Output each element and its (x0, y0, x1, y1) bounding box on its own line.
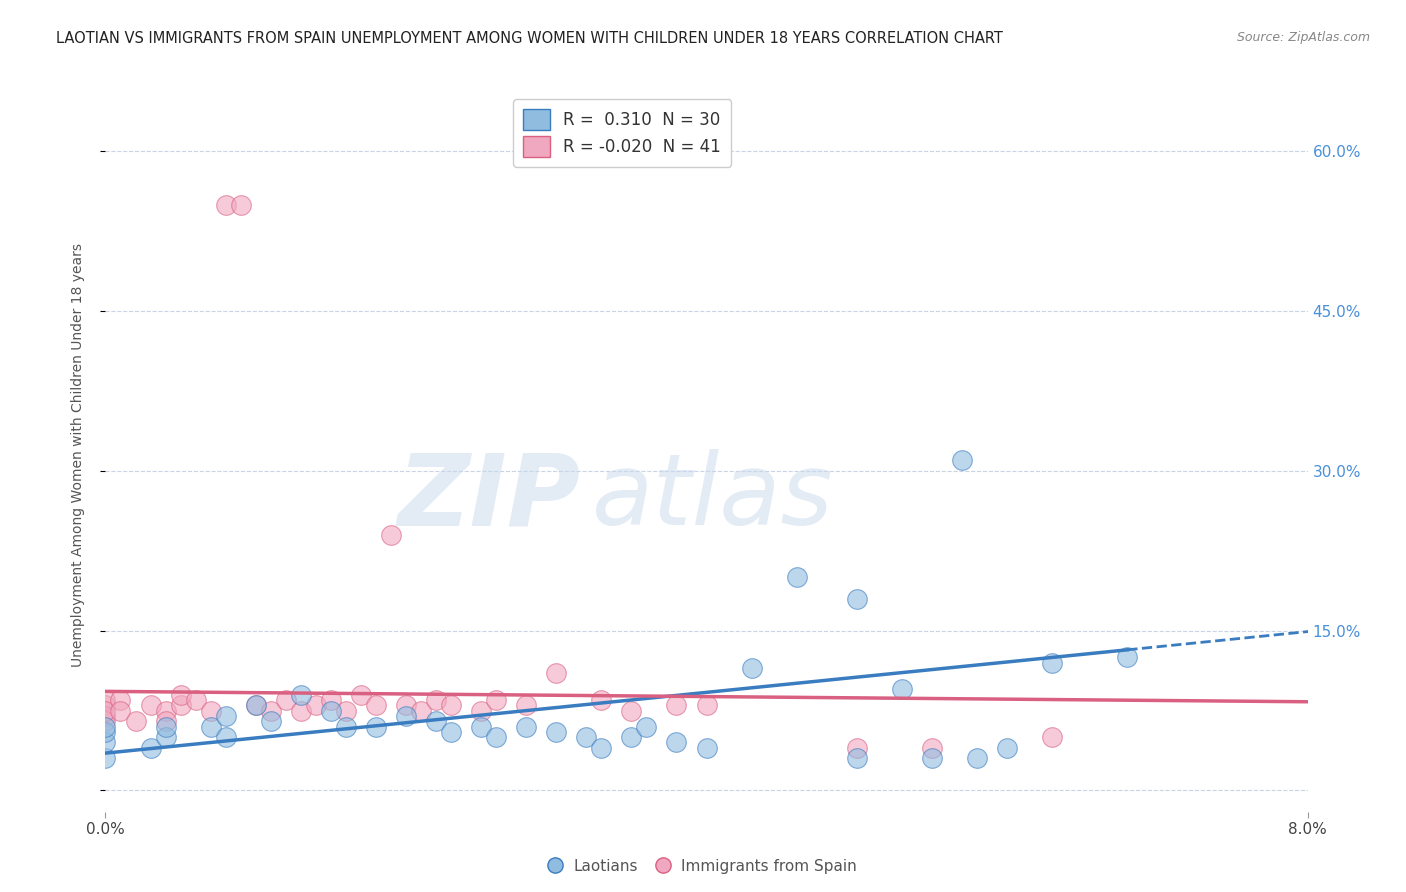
Point (485, 693, 508, 707)
Point (214, 730, 236, 744)
Point (94, 724, 117, 739)
Point (124, 714, 146, 729)
Text: LAOTIAN VS IMMIGRANTS FROM SPAIN UNEMPLOYMENT AMONG WOMEN WITH CHILDREN UNDER 18: LAOTIAN VS IMMIGRANTS FROM SPAIN UNEMPLO… (56, 31, 1002, 46)
Point (335, 719, 357, 733)
Text: Source: ZipAtlas.com: Source: ZipAtlas.com (1237, 31, 1371, 45)
Point (94, 751, 117, 765)
Point (260, 704, 283, 718)
Point (319, 693, 342, 707)
Point (364, 698, 387, 713)
Point (139, 698, 162, 713)
Point (786, 570, 808, 584)
Point (335, 704, 357, 718)
Point (260, 714, 283, 729)
Point (245, 698, 267, 713)
Point (546, 724, 568, 739)
Point (169, 698, 191, 713)
Point (200, 704, 222, 718)
Point (741, 661, 763, 675)
Point (380, 528, 402, 542)
Point (440, 698, 463, 713)
Point (470, 719, 492, 733)
Point (696, 698, 718, 713)
Point (696, 740, 718, 755)
Text: ZIP: ZIP (398, 450, 581, 546)
Point (290, 688, 312, 702)
Point (665, 735, 688, 749)
Point (409, 704, 432, 718)
Point (950, 453, 973, 467)
Point (620, 704, 643, 718)
Point (155, 714, 177, 729)
Point (395, 709, 418, 723)
Point (94, 714, 117, 729)
Point (155, 730, 177, 744)
Point (591, 693, 613, 707)
Point (94, 719, 117, 733)
Point (921, 740, 943, 755)
Point (110, 693, 132, 707)
Point (636, 719, 658, 733)
Point (155, 719, 177, 733)
Point (169, 688, 191, 702)
Point (229, 197, 252, 211)
Point (200, 719, 222, 733)
Point (425, 693, 447, 707)
Point (245, 698, 267, 713)
Point (470, 704, 492, 718)
Point (139, 740, 162, 755)
Point (665, 698, 688, 713)
Point (94, 693, 117, 707)
Point (1040, 656, 1063, 670)
Point (575, 730, 598, 744)
Y-axis label: Unemployment Among Women with Children Under 18 years: Unemployment Among Women with Children U… (70, 243, 84, 667)
Text: atlas: atlas (592, 450, 834, 546)
Point (364, 719, 387, 733)
Point (319, 704, 342, 718)
Point (845, 591, 868, 606)
Point (350, 688, 373, 702)
Point (485, 730, 508, 744)
Point (515, 719, 537, 733)
Point (94, 698, 117, 713)
Point (845, 751, 868, 765)
Point (515, 698, 537, 713)
Point (890, 682, 912, 697)
Point (966, 751, 988, 765)
Point (1116, 650, 1139, 665)
Point (425, 714, 447, 729)
Point (94, 735, 117, 749)
Point (94, 709, 117, 723)
Point (94, 704, 117, 718)
Point (110, 704, 132, 718)
Point (214, 197, 236, 211)
Point (921, 751, 943, 765)
Point (305, 698, 328, 713)
Point (184, 693, 207, 707)
Point (155, 704, 177, 718)
Point (1040, 730, 1063, 744)
Point (591, 740, 613, 755)
Point (440, 724, 463, 739)
Point (620, 730, 643, 744)
Legend: Laotians, Immigrants from Spain: Laotians, Immigrants from Spain (543, 853, 863, 880)
Point (290, 704, 312, 718)
Point (995, 740, 1018, 755)
Point (214, 709, 236, 723)
Point (845, 740, 868, 755)
Point (546, 666, 568, 681)
Point (274, 693, 297, 707)
Point (395, 698, 418, 713)
Legend: R =  0.310  N = 30, R = -0.020  N = 41: R = 0.310 N = 30, R = -0.020 N = 41 (513, 99, 731, 167)
